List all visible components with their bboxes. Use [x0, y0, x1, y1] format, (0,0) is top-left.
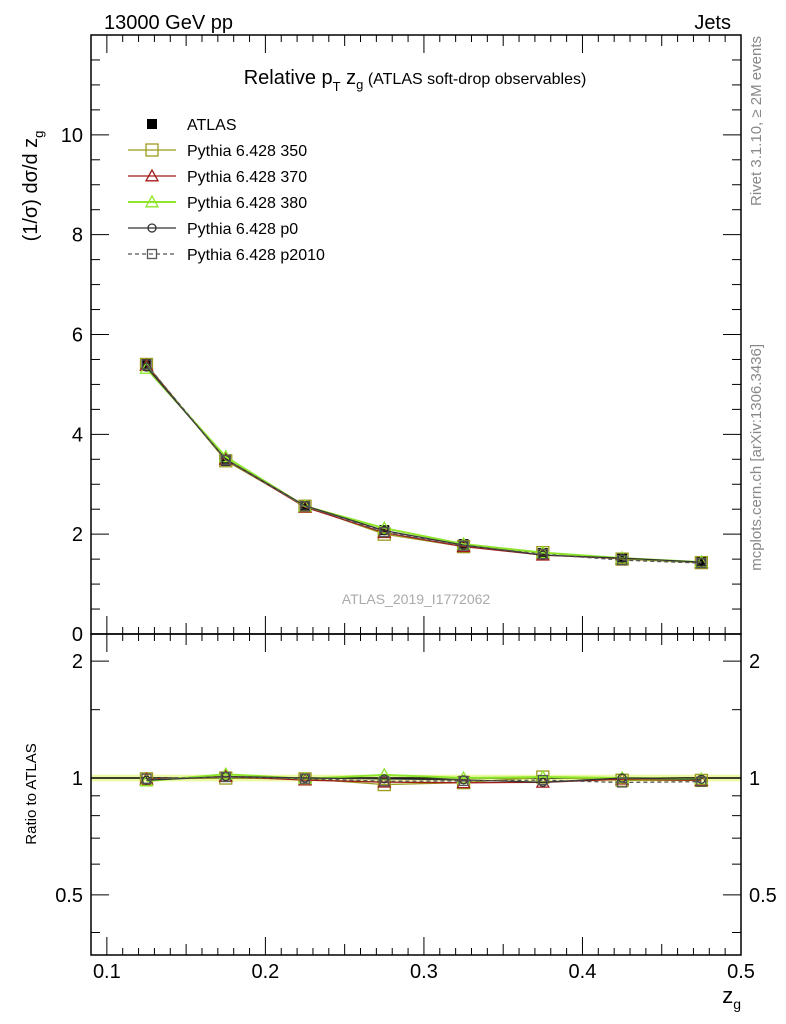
xtick-label: 0.4: [569, 961, 597, 983]
ratio-frame: [90, 633, 742, 956]
main-title: Relative pT zg (ATLAS soft-drop observab…: [244, 67, 587, 94]
analysis-label: ATLAS_2019_I1772062: [342, 591, 491, 607]
legend-item: Pythia 6.428 350: [128, 143, 307, 160]
ratio-ytick-label: 2: [72, 651, 83, 673]
data-point: [220, 454, 231, 465]
ratio-ylabel: Ratio to ATLAS: [23, 743, 40, 844]
ratio-point: [696, 776, 707, 787]
title-var: z: [341, 67, 357, 89]
legend-item: ATLAS: [147, 117, 237, 134]
ylabel-main: (1/σ) dσ/d z: [20, 138, 42, 242]
rivet-label: Rivet 3.1.10, ≥ 2M events: [748, 36, 765, 206]
main-ylabel: (1/σ) dσ/d zg: [20, 131, 46, 242]
legend-item: Pythia 6.428 370: [128, 168, 307, 186]
legend-label: Pythia 6.428 350: [187, 143, 307, 160]
ratio-point: [537, 774, 548, 786]
main-ytick-label: 4: [72, 424, 83, 446]
ratio-point: [458, 775, 469, 787]
ratio-line: [146, 776, 702, 784]
title-sub: T: [333, 79, 341, 94]
data-point: [616, 554, 628, 566]
ratio-ytick-label: 1: [72, 768, 83, 790]
xtick-label: 0.3: [410, 961, 438, 983]
main-ytick-label: 6: [72, 325, 83, 347]
legend-item: Pythia 6.428 p2010: [128, 247, 325, 264]
legend-marker: [147, 119, 157, 129]
legend-item: Pythia 6.428 p0: [128, 221, 298, 238]
data-point: [537, 548, 548, 560]
legend-marker: [145, 143, 159, 157]
main-panel: 0 2 4 6 8 10: [61, 34, 742, 646]
data-point: [141, 359, 152, 370]
data-point: [379, 527, 390, 538]
mcplots-label: mcplots.cern.ch [arXiv:1306.3436]: [748, 344, 765, 571]
xtick-label: 0.5: [727, 961, 755, 983]
main-ytick-label: 0: [72, 624, 83, 646]
ratio-line: [146, 773, 702, 783]
xlabel-main: z: [722, 983, 733, 1008]
legend-label: Pythia 6.428 p2010: [187, 247, 325, 264]
ratio-point: [379, 776, 390, 787]
title-prefix: Relative p: [244, 67, 333, 89]
legend-marker: [147, 223, 157, 233]
ratio-point: [616, 777, 628, 788]
legend-marker: [144, 168, 160, 182]
ylabel-sub: g: [31, 131, 46, 138]
xlabel: zg: [722, 983, 741, 1012]
ratio-ytick-label-right: 1: [749, 768, 760, 790]
ratio-panel: 0.1 0.2 0.3 0.4 0.5 0.5 0.5 1 1 2 2: [55, 633, 777, 983]
data-point: [139, 361, 154, 374]
legend-item: Pythia 6.428 380: [128, 194, 307, 212]
ratio-ytick-label: 0.5: [55, 885, 83, 907]
ratio-point: [299, 773, 311, 784]
ratio-point: [141, 773, 152, 784]
ratio-series-4: [141, 771, 707, 788]
ratio-point: [377, 767, 392, 781]
series-5: [141, 359, 707, 569]
main-ytick-label: 2: [72, 524, 83, 546]
xtick-label: 0.1: [93, 961, 121, 983]
legend-label: Pythia 6.428 p0: [187, 221, 298, 238]
xlabel-sub: g: [733, 996, 741, 1012]
legend-marker: [146, 248, 158, 260]
legend-label: Pythia 6.428 380: [187, 195, 307, 212]
main-ytick-label: 10: [61, 125, 83, 147]
title-suffix: (ATLAS soft-drop observables): [363, 71, 586, 88]
title-var-sub: g: [356, 77, 363, 92]
series-line: [145, 366, 702, 563]
data-point: [696, 557, 707, 569]
ratio-ytick-label-right: 2: [749, 651, 760, 673]
xtick-label: 0.2: [251, 961, 279, 983]
legend-marker: [144, 194, 160, 208]
header-right: Jets: [694, 12, 731, 34]
ratio-ytick-label-right: 0.5: [749, 885, 777, 907]
legend: ATLAS Pythia 6.428 350 Pythia 6.428 370 Pyt…: [128, 117, 325, 264]
header-left: 13000 GeV pp: [104, 12, 233, 34]
main-ytick-label: 8: [72, 225, 83, 247]
data-point: [299, 501, 311, 512]
data-point: [458, 540, 469, 551]
series-line: [145, 364, 702, 564]
legend-label: Pythia 6.428 370: [187, 169, 307, 186]
legend-label: ATLAS: [187, 117, 237, 134]
ratio-point: [220, 771, 231, 783]
